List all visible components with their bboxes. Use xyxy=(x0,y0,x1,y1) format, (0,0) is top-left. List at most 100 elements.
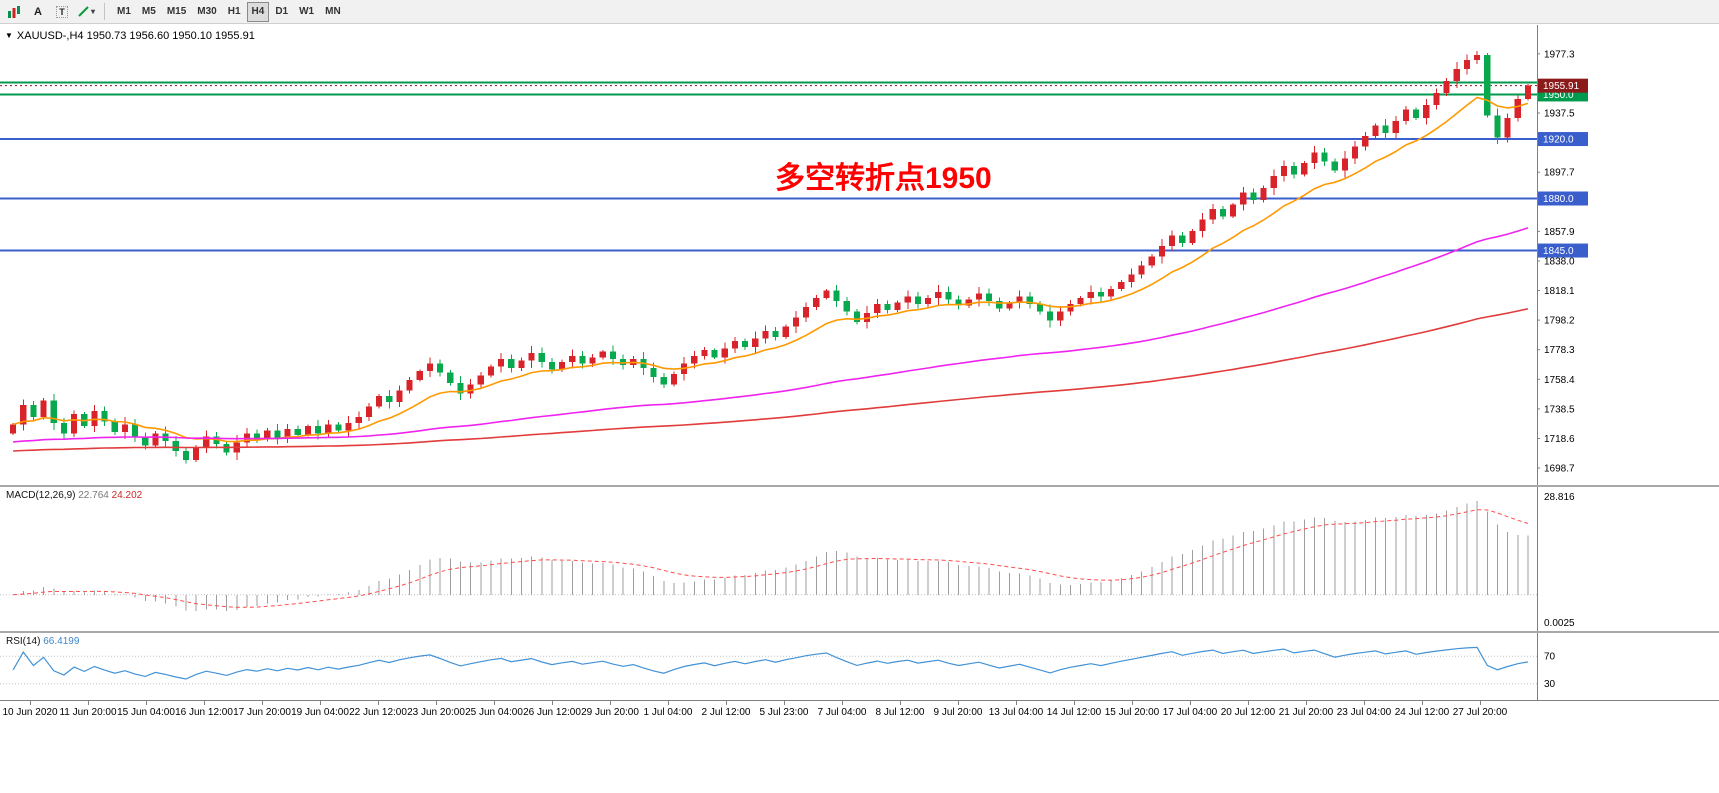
time-tick xyxy=(1132,701,1133,705)
timeframe-m5[interactable]: M5 xyxy=(137,2,161,22)
time-axis-label: 7 Jul 04:00 xyxy=(817,707,867,718)
panel-splitter[interactable] xyxy=(0,631,1719,633)
candles xyxy=(10,51,1531,464)
time-axis-label: 20 Jul 12:00 xyxy=(1220,707,1276,718)
insert-text-button[interactable]: A xyxy=(27,2,49,22)
price-badge-text: 1950.0 xyxy=(1543,90,1574,101)
time-tick xyxy=(436,701,437,705)
time-axis-label: 17 Jun 20:00 xyxy=(233,707,291,718)
symbol-ohlc-line: ▼ XAUUSD-,H4 1950.73 1956.60 1950.10 1955… xyxy=(5,30,255,42)
time-axis-label: 10 Jun 2020 xyxy=(2,707,58,718)
expand-caret-icon[interactable]: ▼ xyxy=(5,31,13,40)
time-tick xyxy=(146,701,147,705)
macd-histogram xyxy=(22,501,1529,612)
price-axis-label: 1798.2 xyxy=(1544,316,1575,327)
toolbar-separator xyxy=(104,3,105,20)
time-tick xyxy=(88,701,89,705)
price-badge-text: 1880.0 xyxy=(1543,194,1574,205)
trendline-icon xyxy=(78,6,89,17)
time-axis[interactable]: 10 Jun 2020 11 Jun 20:00 15 Jun 04:00 16 Ju… xyxy=(0,700,1719,720)
time-tick xyxy=(784,701,785,705)
price-badge xyxy=(1538,78,1588,93)
timeframe-d1[interactable]: D1 xyxy=(270,2,293,22)
time-axis-label: 25 Jun 04:00 xyxy=(465,707,523,718)
timeframe-mn[interactable]: MN xyxy=(320,2,346,22)
time-tick xyxy=(958,701,959,705)
rsi-title: RSI(14) xyxy=(6,636,41,647)
time-axis-label: 13 Jul 04:00 xyxy=(988,707,1044,718)
timeframe-h1[interactable]: H1 xyxy=(223,2,246,22)
time-axis-label: 15 Jun 04:00 xyxy=(117,707,175,718)
timeframe-m30[interactable]: M30 xyxy=(192,2,221,22)
dropdown-caret-icon: ▾ xyxy=(90,7,95,16)
time-axis-label: 2 Jul 12:00 xyxy=(701,707,751,718)
rsi-panel[interactable]: 70 30 RSI(14) 66.4199 xyxy=(0,633,1719,700)
time-tick xyxy=(1248,701,1249,705)
chart-bars-button[interactable] xyxy=(3,2,25,22)
price-badge-text: 1845.0 xyxy=(1543,246,1574,257)
price-badge-text: 1955.91 xyxy=(1543,81,1580,92)
time-axis-label: 8 Jul 12:00 xyxy=(875,707,925,718)
price-axis-label: 1778.3 xyxy=(1544,345,1575,356)
time-tick xyxy=(1364,701,1365,705)
rsi-level-label: 70 xyxy=(1544,652,1556,663)
panel-splitter[interactable] xyxy=(0,485,1719,487)
timeframe-m1[interactable]: M1 xyxy=(112,2,136,22)
time-axis-label: 14 Jul 12:00 xyxy=(1046,707,1102,718)
macd-axis-label: 0.0025 xyxy=(1544,618,1575,629)
price-chart-canvas[interactable]: 1977.31957.41937.51917.61897.71877.81857… xyxy=(0,25,1719,485)
time-axis-label: 5 Jul 23:00 xyxy=(759,707,809,718)
price-axis-label: 1857.9 xyxy=(1544,227,1575,238)
time-axis-label: 21 Jul 20:00 xyxy=(1278,707,1334,718)
price-axis-label: 1718.6 xyxy=(1544,434,1575,445)
timeframe-m15[interactable]: M15 xyxy=(162,2,191,22)
time-tick xyxy=(1306,701,1307,705)
time-axis-label: 1 Jul 04:00 xyxy=(643,707,693,718)
moving-average-slow xyxy=(13,308,1529,452)
macd-canvas[interactable]: 28.816 0.0025 xyxy=(0,487,1719,631)
price-axis-label: 1977.3 xyxy=(1544,49,1575,60)
time-axis-label: 24 Jul 12:00 xyxy=(1394,707,1450,718)
time-tick xyxy=(1190,701,1191,705)
rsi-canvas[interactable]: 70 30 xyxy=(0,633,1719,700)
time-tick xyxy=(610,701,611,705)
time-axis-label: 11 Jun 20:00 xyxy=(59,707,117,718)
time-axis-label: 15 Jul 20:00 xyxy=(1104,707,1160,718)
chart-annotation[interactable]: 多空转折点1950 xyxy=(775,162,992,195)
time-tick xyxy=(262,701,263,705)
time-tick xyxy=(900,701,901,705)
moving-average-medium xyxy=(13,227,1529,443)
time-tick xyxy=(30,701,31,705)
macd-label: MACD(12,26,9) 22.764 24.202 xyxy=(6,490,142,501)
price-badge xyxy=(1538,191,1588,206)
time-axis-label: 22 Jun 12:00 xyxy=(349,707,407,718)
time-tick xyxy=(494,701,495,705)
time-tick xyxy=(1480,701,1481,705)
price-badge-text: 1920.0 xyxy=(1543,135,1574,146)
toolbar: A T ▾ M1 M5 M15 M30 H1 H4 D1 W1 MN xyxy=(0,0,1719,24)
timeframe-h4[interactable]: H4 xyxy=(246,1,270,22)
time-tick xyxy=(1016,701,1017,705)
time-tick xyxy=(842,701,843,705)
time-axis-label: 19 Jun 04:00 xyxy=(291,707,349,718)
macd-panel[interactable]: 28.816 0.0025 MACD(12,26,9) 22.764 24.202 xyxy=(0,487,1719,631)
price-axis-label: 1738.5 xyxy=(1544,404,1575,415)
mini-chart-icon xyxy=(8,5,20,18)
insert-label-button[interactable]: T xyxy=(51,2,73,22)
rsi-value: 66.4199 xyxy=(43,636,80,647)
time-tick xyxy=(1422,701,1423,705)
macd-axis-label: 28.816 xyxy=(1544,492,1575,503)
insert-trendline-button[interactable]: ▾ xyxy=(75,2,97,22)
macd-signal-value: 24.202 xyxy=(111,490,143,501)
price-axis-label: 1937.5 xyxy=(1544,109,1575,120)
time-axis-label: 17 Jul 04:00 xyxy=(1162,707,1218,718)
time-axis-label: 26 Jun 12:00 xyxy=(523,707,581,718)
time-axis-label: 29 Jun 20:00 xyxy=(581,707,639,718)
timeframe-w1[interactable]: W1 xyxy=(294,2,319,22)
main-chart-panel[interactable]: 1977.31957.41937.51917.61897.71877.81857… xyxy=(0,25,1719,485)
macd-main-value: 22.764 xyxy=(78,490,109,501)
price-axis-label: 1758.4 xyxy=(1544,375,1575,386)
price-badge xyxy=(1538,132,1588,147)
time-axis-label: 16 Jun 12:00 xyxy=(175,707,233,718)
